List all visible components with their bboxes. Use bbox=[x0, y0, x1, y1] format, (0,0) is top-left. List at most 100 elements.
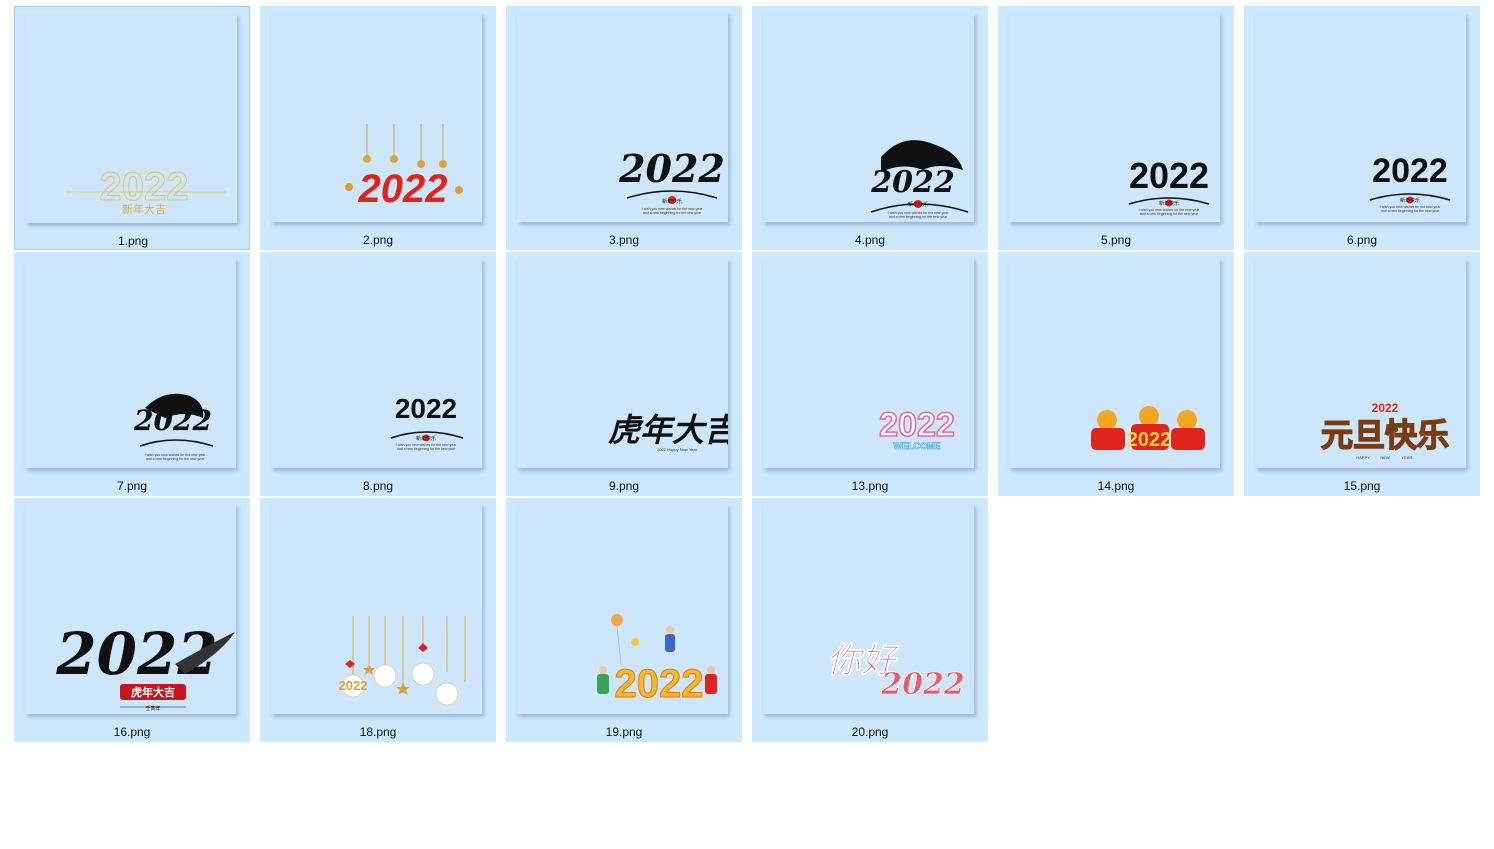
svg-text:2022: 2022 bbox=[55, 620, 217, 688]
thumbnail[interactable]: 2022 新年快乐 I wish you new wishes for the … bbox=[271, 258, 482, 468]
file-item-2[interactable]: 2022 2.png bbox=[260, 6, 496, 250]
thumbnail[interactable]: 2022 I wish you new wishes for the new y… bbox=[25, 258, 236, 468]
svg-text:YEAR: YEAR bbox=[1402, 455, 1413, 460]
file-name: 20.png bbox=[851, 725, 889, 739]
file-name: 8.png bbox=[362, 479, 394, 493]
file-name: 5.png bbox=[1100, 233, 1132, 247]
thumbnail[interactable]: 2022 bbox=[271, 12, 482, 222]
svg-text:I wish you new wishes for the: I wish you new wishes for the new year bbox=[145, 453, 207, 457]
svg-text:2022: 2022 bbox=[395, 393, 457, 424]
svg-text:2022: 2022 bbox=[879, 406, 955, 444]
svg-text:2022: 2022 bbox=[618, 146, 725, 191]
file-item-6[interactable]: 2022 新年快乐 I wish you new wishes for the … bbox=[1244, 6, 1480, 250]
art-2022-tiger-head: 2022 新年快乐 I wish you new wishes for the … bbox=[390, 393, 464, 451]
file-name: 1.png bbox=[117, 234, 149, 248]
svg-text:2022: 2022 bbox=[358, 167, 448, 211]
file-name: 6.png bbox=[1346, 233, 1378, 247]
file-item-20[interactable]: 你好 2022 20.png bbox=[752, 498, 988, 742]
thumbnail[interactable]: 2022 bbox=[1009, 258, 1220, 468]
svg-text:虎年大吉: 虎年大吉 bbox=[131, 685, 175, 699]
svg-text:I wish you new wishes for the: I wish you new wishes for the new year bbox=[1380, 205, 1442, 209]
svg-text:壬寅年: 壬寅年 bbox=[145, 705, 160, 712]
svg-text:and a new beginning for the ne: and a new beginning for the new year bbox=[643, 211, 702, 215]
svg-text:2022: 2022 bbox=[1127, 429, 1172, 451]
svg-text:2022: 2022 bbox=[1129, 155, 1209, 196]
file-item-3[interactable]: 2022 新年快乐 I wish you new wishes for the … bbox=[506, 6, 742, 250]
file-name: 16.png bbox=[113, 725, 151, 739]
thumbnail[interactable]: 2022 bbox=[517, 504, 728, 714]
file-item-14[interactable]: 2022 14.png bbox=[998, 252, 1234, 496]
svg-text:and a new beginning for the ne: and a new beginning for the new year bbox=[889, 215, 948, 219]
svg-text:你好: 你好 bbox=[827, 641, 900, 681]
svg-text:2022: 2022 bbox=[615, 662, 704, 706]
svg-text:NEW: NEW bbox=[1380, 455, 1390, 460]
svg-text:新年快乐: 新年快乐 bbox=[416, 435, 436, 442]
svg-text:2022: 2022 bbox=[1372, 401, 1399, 415]
svg-text:新年快乐: 新年快乐 bbox=[1400, 197, 1420, 204]
art-2022-tiger-leap: 2022 I wish you new wishes for the new y… bbox=[133, 393, 214, 461]
art-tiger-year-calligraphy: 虎年大吉 2022 Happy New Year bbox=[608, 411, 728, 452]
svg-text:and a new beginning for the ne: and a new beginning for the new year bbox=[1381, 209, 1440, 213]
art-2022-red-lanterns: 2022 bbox=[345, 124, 463, 211]
svg-text:2022: 2022 bbox=[133, 404, 212, 437]
svg-text:I wish you new wishes for the: I wish you new wishes for the new year bbox=[642, 207, 704, 211]
thumbnail[interactable]: 2022 新年快乐 I wish you new wishes for the … bbox=[1009, 12, 1220, 222]
thumbnail[interactable]: 2022 新年快乐 I wish you new wishes for the … bbox=[517, 12, 728, 222]
file-item-15[interactable]: 2022 元旦快乐 HAPPY NEW YEAR 15.png bbox=[1244, 252, 1480, 496]
thumbnail[interactable]: 2022 WELCOME bbox=[763, 258, 974, 468]
file-item-18[interactable]: 2022 18.png bbox=[260, 498, 496, 742]
file-item-5[interactable]: 2022 新年快乐 I wish you new wishes for the … bbox=[998, 6, 1234, 250]
svg-text:元旦快乐: 元旦快乐 bbox=[1321, 416, 1449, 454]
file-name: 18.png bbox=[359, 725, 397, 739]
file-item-8[interactable]: 2022 新年快乐 I wish you new wishes for the … bbox=[260, 252, 496, 496]
art-2022-ink-brush: 2022 虎年大吉 壬寅年 bbox=[55, 620, 235, 712]
svg-text:2022: 2022 bbox=[1372, 152, 1448, 190]
svg-text:I wish you new wishes for the: I wish you new wishes for the new year bbox=[1139, 208, 1201, 212]
svg-text:新年快乐: 新年快乐 bbox=[908, 201, 928, 208]
art-2022-tigers: 2022 bbox=[1091, 406, 1205, 451]
file-item-9[interactable]: 虎年大吉 2022 Happy New Year 9.png bbox=[506, 252, 742, 496]
file-item-19[interactable]: 2022 19.png bbox=[506, 498, 742, 742]
art-2022-tiger-stripes: 2022 新年快乐 I wish you new wishes for the … bbox=[1128, 155, 1210, 216]
thumbnail[interactable]: 2022 bbox=[271, 504, 482, 714]
thumbnail[interactable]: 2022 新年快乐 I wish you new wishes for the … bbox=[763, 12, 974, 222]
svg-text:2022: 2022 bbox=[870, 165, 955, 200]
svg-text:2022: 2022 bbox=[100, 165, 189, 209]
svg-text:HAPPY: HAPPY bbox=[1356, 455, 1370, 460]
file-name: 2.png bbox=[362, 233, 394, 247]
svg-text:2022: 2022 bbox=[880, 667, 965, 702]
thumbnail[interactable]: 虎年大吉 2022 Happy New Year bbox=[517, 258, 728, 468]
file-name: 9.png bbox=[608, 479, 640, 493]
art-2022-welcome: 2022 WELCOME bbox=[878, 405, 955, 451]
file-name: 15.png bbox=[1343, 479, 1381, 493]
file-name: 4.png bbox=[854, 233, 886, 247]
thumbnail[interactable]: 2022 元旦快乐 HAPPY NEW YEAR bbox=[1255, 258, 1466, 468]
file-name: 7.png bbox=[116, 479, 148, 493]
svg-text:虎年大吉: 虎年大吉 bbox=[608, 411, 728, 449]
file-name: 14.png bbox=[1097, 479, 1135, 493]
file-name: 19.png bbox=[605, 725, 643, 739]
thumbnail[interactable]: 你好 2022 bbox=[763, 504, 974, 714]
file-item-7[interactable]: 2022 I wish you new wishes for the new y… bbox=[14, 252, 250, 496]
art-new-year-day: 2022 元旦快乐 HAPPY NEW YEAR bbox=[1320, 401, 1449, 460]
thumbnail[interactable]: 2022 新年快乐 I wish you new wishes for the … bbox=[1255, 12, 1466, 222]
art-2022-tiger-face: 2022 新年快乐 I wish you new wishes for the … bbox=[1369, 152, 1451, 213]
svg-text:2022 Happy New Year: 2022 Happy New Year bbox=[657, 447, 697, 452]
file-item-13[interactable]: 2022 WELCOME 13.png bbox=[752, 252, 988, 496]
svg-text:新年大吉: 新年大吉 bbox=[122, 202, 166, 216]
file-name: 13.png bbox=[851, 479, 889, 493]
svg-text:I wish you new wishes for the: I wish you new wishes for the new year bbox=[888, 211, 950, 215]
art-hello-2022: 你好 2022 bbox=[827, 641, 965, 703]
thumbnail[interactable]: 2022 新年大吉 bbox=[26, 13, 237, 223]
svg-text:I wish you new wishes for the: I wish you new wishes for the new year bbox=[396, 443, 458, 447]
svg-text:and a new beginning for the ne: and a new beginning for the new year bbox=[1140, 212, 1199, 216]
thumbnail[interactable]: 2022 虎年大吉 壬寅年 bbox=[25, 504, 236, 714]
art-2022-people-celebrating: 2022 bbox=[597, 614, 717, 707]
file-item-4[interactable]: 2022 新年快乐 I wish you new wishes for the … bbox=[752, 6, 988, 250]
art-2022-calligraphy: 2022 新年快乐 I wish you new wishes for the … bbox=[618, 146, 725, 215]
svg-text:新年快乐: 新年快乐 bbox=[1159, 200, 1179, 207]
svg-text:and a new beginning for the ne: and a new beginning for the new year bbox=[146, 457, 205, 461]
svg-text:2022: 2022 bbox=[339, 678, 368, 693]
file-item-16[interactable]: 2022 虎年大吉 壬寅年 16.png bbox=[14, 498, 250, 742]
file-item-1[interactable]: 2022 新年大吉 1.png bbox=[14, 6, 250, 250]
